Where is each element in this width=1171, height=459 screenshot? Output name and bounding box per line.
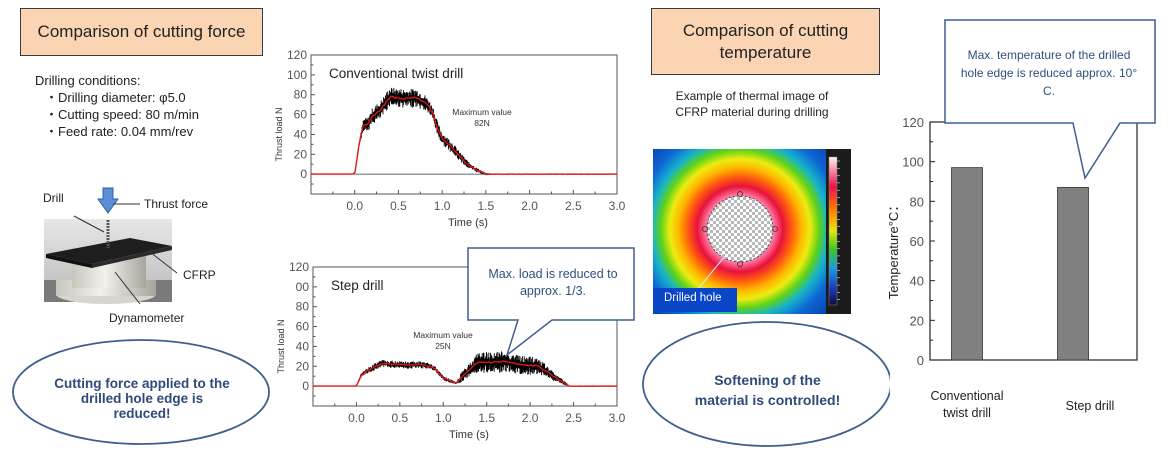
thermal-caption: Example of thermal image of CFRP materia… — [675, 89, 829, 119]
y-axis-label: Thrust load N — [274, 107, 284, 161]
y-tick-label: 20 — [296, 359, 310, 373]
y-tick-label: 80 — [910, 194, 924, 209]
drilled-hole-pointer — [697, 255, 726, 290]
y-tick-label: 20 — [294, 147, 308, 161]
category-label: twist drill — [943, 406, 991, 420]
cutting-force-title: Comparison of cutting force — [20, 8, 263, 56]
condition-item: Feed rate: 0.04 mm/rev — [45, 123, 199, 140]
bar — [951, 167, 983, 361]
x-tick-label: 1.0 — [434, 199, 451, 213]
cfrp-plate — [46, 238, 172, 264]
max-value-annotation: 25N — [435, 341, 451, 351]
y-axis-label: Thrust load N — [276, 319, 286, 373]
mean-signal-series — [311, 95, 618, 176]
y-tick-label: 00 — [296, 280, 310, 294]
y-tick-label: 100 — [902, 155, 924, 170]
label-thrust-force: Thrust force — [144, 197, 209, 211]
x-axis-label: Time (s) — [448, 217, 488, 229]
condition-item: Cutting speed: 80 m/min — [45, 106, 199, 123]
category-label: Conventional — [931, 389, 1004, 403]
temp-callout-text: Max. temperature of the drilled hole edg… — [960, 48, 1138, 98]
temperature-oval — [642, 321, 890, 447]
y-tick-label: 60 — [296, 320, 310, 334]
y-axis-label: Temperature°C： — [886, 199, 901, 300]
y-tick-label: 40 — [910, 274, 924, 289]
label-drill: Drill — [43, 191, 64, 205]
cutting-force-conclusion: Cutting force applied to the drilled hol… — [54, 376, 230, 421]
bar — [1057, 187, 1089, 361]
y-tick-label: 80 — [294, 88, 308, 102]
x-tick-label: 2.5 — [565, 199, 582, 213]
y-tick-label: 20 — [910, 313, 924, 328]
label-dynamometer: Dynamometer — [109, 311, 185, 325]
cutting-temperature-title: Comparison of cutting temperature — [651, 8, 880, 75]
thrust-chart-conventional: 120 100 80 60 40 20 0 0.0 0.5 1.0 1.5 2.0 2.5 3.0 Time… — [274, 48, 626, 229]
thrust-arrow-icon — [97, 187, 119, 214]
y-tick-label: 80 — [296, 300, 310, 314]
thermal-image — [653, 149, 851, 314]
conditions-heading: Drilling conditions: — [35, 73, 141, 88]
x-axis-label: Time (s) — [449, 429, 489, 441]
x-tick-label: 2.5 — [565, 411, 582, 425]
y-tick-label: 0 — [917, 353, 924, 368]
y-tick-label: 60 — [910, 234, 924, 249]
condition-item: Drilling diameter: φ5.0 — [45, 89, 199, 106]
temp-callout-shape — [944, 19, 1156, 180]
cutting-force-title-text: Comparison of cutting force — [37, 22, 246, 42]
x-tick-label: 3.0 — [609, 411, 626, 425]
drilling-conditions: Drilling conditions: Drilling diameter: … — [35, 72, 199, 140]
drilled-hole-label: Drilled hole — [664, 292, 722, 304]
y-tick-label: 0 — [300, 167, 307, 181]
y-tick-label: 40 — [296, 339, 310, 353]
drilled-hole-region — [706, 195, 774, 263]
x-tick-label: 0.5 — [390, 199, 407, 213]
x-tick-label: 0.5 — [392, 411, 409, 425]
x-tick-label: 1.0 — [435, 411, 452, 425]
x-tick-label: 2.0 — [522, 411, 539, 425]
y-tick-label: 120 — [289, 260, 309, 274]
x-tick-label: 1.5 — [478, 411, 495, 425]
y-tick-label: 120 — [287, 48, 307, 62]
plot-frame — [310, 54, 618, 195]
y-tick-label: 0 — [302, 379, 309, 393]
x-tick-label: 1.5 — [478, 199, 495, 213]
y-tick-label: 120 — [902, 115, 924, 130]
category-label: Step drill — [1066, 399, 1115, 413]
cutting-force-oval — [12, 339, 270, 445]
chart-title: Conventional twist drill — [329, 66, 463, 81]
step-callout-shape — [467, 247, 635, 358]
x-tick-label: 0.0 — [348, 411, 365, 425]
x-tick-label: 2.0 — [521, 199, 538, 213]
y-tick-label: 100 — [287, 68, 307, 82]
y-tick-label: 60 — [294, 108, 308, 122]
label-cfrp: CFRP — [183, 268, 216, 282]
cutting-temperature-title-text: Comparison of cutting temperature — [682, 21, 849, 62]
max-value-annotation: Maximum value — [413, 330, 473, 340]
temperature-conclusion: Softening of the material is controlled! — [694, 372, 841, 408]
step-callout-text: Max. load is reduced to approx. 1/3. — [488, 267, 618, 298]
max-value-annotation: 82N — [474, 118, 490, 128]
x-tick-label: 0.0 — [346, 199, 363, 213]
y-tick-label: 40 — [294, 127, 308, 141]
mean-signal-series — [313, 360, 618, 387]
temperature-bar-chart: 120 100 80 60 40 20 0 Temperature°C： Conventiona… — [886, 115, 1138, 420]
x-tick-label: 3.0 — [609, 199, 626, 213]
max-value-annotation: Maximum value — [452, 107, 512, 117]
drilling-setup-diagram — [44, 187, 178, 305]
chart-title: Step drill — [331, 278, 384, 293]
